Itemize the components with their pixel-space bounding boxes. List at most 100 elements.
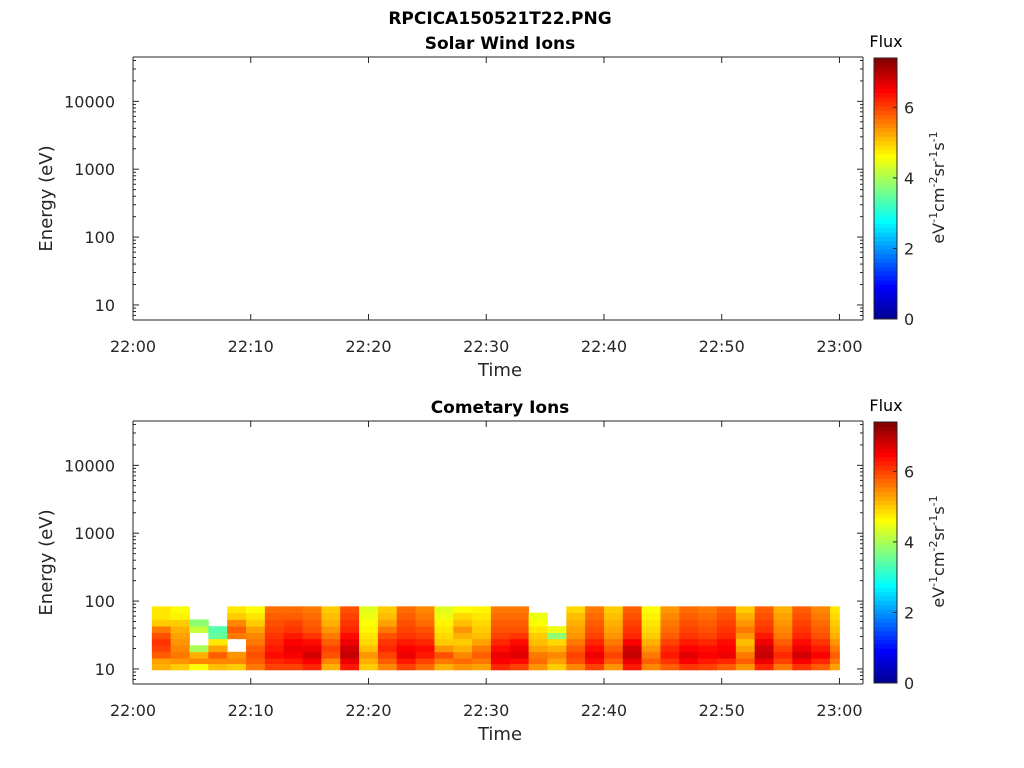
heatmap-cell	[359, 612, 379, 620]
colorbar-segment	[874, 258, 897, 263]
colorbar-segment	[874, 622, 897, 627]
heatmap-cell	[321, 645, 341, 653]
heatmap-cell	[566, 658, 586, 665]
heatmap-cell	[717, 651, 737, 659]
x-axis-label: Time	[477, 360, 522, 381]
y-tick-label: 10	[95, 296, 115, 315]
heatmap-cell	[698, 658, 718, 665]
y-axis-label: Energy (eV)	[36, 145, 57, 251]
heatmap-cell	[151, 645, 172, 653]
heatmap-cell	[528, 632, 548, 640]
colorbar-segment	[874, 149, 897, 155]
colorbar-title: Flux	[869, 396, 902, 415]
cometary-ions-panel: Cometary Ions 10 100 1000 10000 22:00 22:10 22:…	[36, 396, 948, 745]
heatmap-cell	[170, 658, 190, 665]
colorbar-segment	[874, 543, 897, 549]
heatmap-cell	[151, 619, 172, 627]
heatmap-cell	[377, 619, 398, 627]
colorbar-segment	[874, 509, 897, 514]
heatmap-cell	[264, 619, 285, 627]
colorbar-segment	[874, 79, 897, 85]
panel-title: Cometary Ions	[431, 398, 570, 418]
heatmap-cell	[585, 612, 605, 620]
colorbar-segment	[874, 552, 897, 558]
heatmap-cell	[622, 658, 643, 665]
heatmap-cell	[208, 651, 228, 659]
colorbar-segment	[874, 114, 897, 120]
heatmap-cell	[377, 632, 398, 640]
heatmap-cell	[509, 638, 530, 646]
heatmap-cell	[698, 612, 718, 620]
heatmap-cell	[547, 658, 567, 665]
colorbar-segment	[874, 504, 897, 510]
heatmap-cell	[509, 632, 530, 640]
heatmap-cell	[189, 658, 209, 665]
colorbar-segment	[874, 609, 897, 614]
heatmap-cell	[735, 632, 756, 640]
heatmap-cell	[377, 658, 398, 665]
heatmap-cell	[679, 663, 699, 671]
heatmap-cell	[340, 663, 360, 671]
heatmap-cell	[377, 626, 398, 633]
colorbar-segment	[874, 192, 897, 198]
heatmap-cell	[321, 658, 341, 665]
x-tick-label: 22:00	[110, 337, 156, 356]
colorbar-segment	[874, 539, 897, 545]
heatmap-cell	[660, 645, 680, 653]
colorbar-segment	[874, 214, 897, 220]
colorbar-segment	[874, 530, 897, 536]
heatmap-cell	[585, 626, 605, 633]
heatmap-cell	[754, 638, 774, 646]
heatmap-cell	[603, 658, 624, 665]
heatmap-cell	[792, 663, 812, 671]
heatmap-cell	[490, 663, 511, 671]
colorbar-segment	[874, 197, 897, 203]
heatmap-cell	[547, 651, 567, 659]
heatmap-cell	[735, 626, 756, 633]
colorbar-segment	[874, 275, 897, 281]
heatmap-cell	[509, 663, 530, 671]
colorbar-segment	[874, 491, 897, 497]
heatmap-cell	[453, 612, 473, 620]
heatmap-cell	[302, 658, 322, 665]
heatmap-cell	[773, 651, 793, 659]
colorbar-tick-label: 6	[904, 98, 914, 117]
heatmap-cell	[509, 651, 530, 659]
colorbar-segment	[874, 600, 897, 606]
heatmap-cell	[453, 658, 473, 665]
heatmap-cell	[490, 645, 511, 653]
heatmap-cell	[830, 658, 840, 665]
heatmap-cell	[396, 626, 416, 633]
colorbar-segment	[874, 469, 897, 475]
heatmap-cell	[472, 638, 492, 646]
colorbar-segment	[874, 517, 897, 523]
colorbar-segment	[874, 587, 897, 593]
colorbar-segment	[874, 639, 897, 645]
heatmap-cell	[509, 606, 530, 614]
heatmap-cell	[302, 651, 322, 659]
colorbar-segment	[874, 448, 897, 453]
heatmap-cell	[340, 632, 360, 640]
heatmap-cell	[151, 632, 172, 640]
heatmap-cell	[660, 663, 680, 671]
colorbar-segment	[874, 426, 897, 432]
heatmap-cell	[830, 663, 840, 671]
heatmap-cell	[170, 632, 190, 640]
heatmap-cell	[622, 651, 643, 659]
colorbar-segment	[874, 288, 897, 294]
x-tick-label: 22:40	[581, 337, 627, 356]
x-tick-label: 22:20	[345, 337, 391, 356]
heatmap-cell	[735, 606, 756, 614]
heatmap-cell	[566, 612, 586, 620]
heatmap-cell	[585, 632, 605, 640]
heatmap-cell	[321, 626, 341, 633]
heatmap-cell	[773, 632, 793, 640]
heatmap-cell	[830, 651, 840, 659]
heatmap-cell	[754, 645, 774, 653]
heatmap-cell	[434, 645, 454, 653]
heatmap-cell	[717, 638, 737, 646]
colorbar-segment	[874, 184, 897, 189]
heatmap-cell	[735, 638, 756, 646]
heatmap-cell	[453, 606, 473, 614]
colorbar-segment	[874, 582, 897, 588]
